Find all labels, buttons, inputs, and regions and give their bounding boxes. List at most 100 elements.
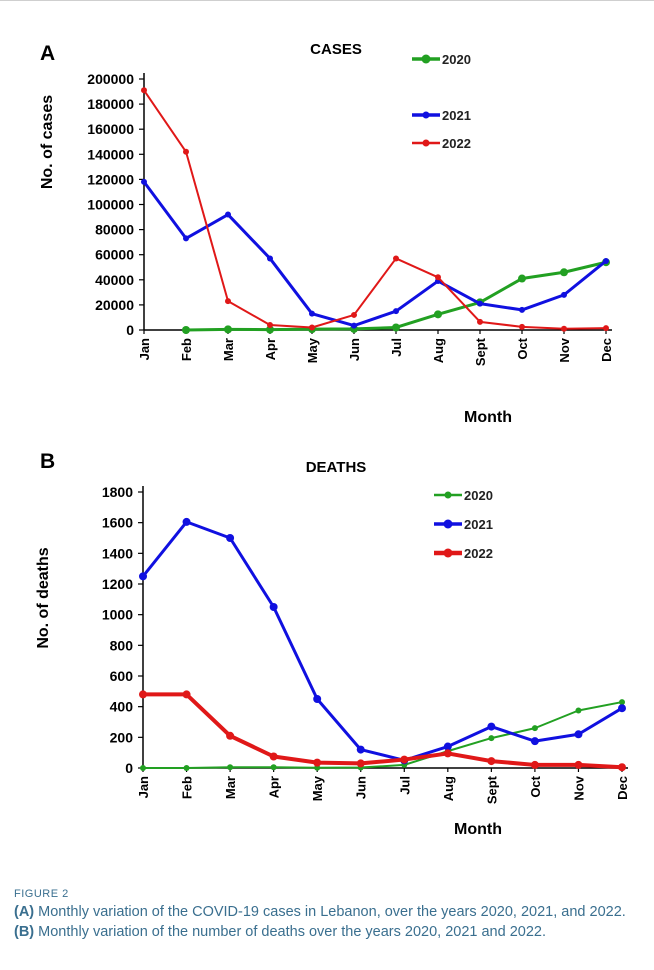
panel-letter: B <box>40 452 55 473</box>
chart-title: CASES <box>310 41 362 58</box>
x-tick-label: Dec <box>615 776 630 800</box>
data-point-2021 <box>141 178 147 185</box>
y-tick-label: 1800 <box>102 484 133 500</box>
y-tick-label: 1000 <box>102 607 133 623</box>
legend-marker-2022 <box>422 139 430 147</box>
series-line-2020 <box>143 701 623 769</box>
legend-marker-2020 <box>421 54 431 64</box>
x-tick-label: Mar <box>223 776 238 799</box>
data-point-2022 <box>182 690 191 699</box>
y-tick-label: 40000 <box>95 272 134 288</box>
chart-title: DEATHS <box>306 459 367 476</box>
x-tick-label: Oct <box>528 775 543 797</box>
deaths-chart: B DEATHS 0 200 400 600 800 1000 1200 1400 1600 1800… <box>35 452 630 838</box>
data-point-2020 <box>270 764 277 771</box>
data-point-2020 <box>182 326 190 334</box>
series-line-2022 <box>143 692 623 770</box>
data-point-2021 <box>519 306 525 313</box>
y-tick-label: 800 <box>110 637 134 653</box>
data-point-2020 <box>619 699 625 706</box>
data-point-2020 <box>392 323 400 332</box>
y-axis-title: No. of deaths <box>35 547 52 648</box>
y-tick-label: 400 <box>110 699 134 715</box>
legend-marker-2020 <box>444 491 452 499</box>
x-tick-label: May <box>310 775 325 801</box>
data-point-2022 <box>356 759 365 768</box>
data-point-2022 <box>351 311 357 318</box>
data-point-2022 <box>477 318 483 325</box>
y-tick-label: 200000 <box>87 71 134 87</box>
data-point-2021 <box>269 603 278 611</box>
data-point-2021 <box>477 300 483 307</box>
legend-label-2022: 2022 <box>464 546 493 561</box>
data-point-2020 <box>518 274 526 283</box>
data-point-2021 <box>139 572 147 581</box>
series-line-2022 <box>143 89 607 330</box>
caption-part-b-text: Monthly variation of the number of death… <box>34 924 547 940</box>
legend-label-2022: 2022 <box>442 136 471 151</box>
data-point-2020 <box>266 325 274 334</box>
y-axis-title: No. of cases <box>39 95 56 189</box>
top-divider <box>0 0 654 1</box>
y-tick-label: 1200 <box>102 576 133 592</box>
y-tick-label: 100000 <box>87 197 134 213</box>
data-point-2022 <box>141 87 147 94</box>
x-tick-label: Sept <box>484 775 499 804</box>
figure-caption: FIGURE 2 (A) Monthly variation of the CO… <box>14 888 640 942</box>
x-tick-label: Dec <box>599 338 614 362</box>
data-point-2020 <box>227 764 234 771</box>
cases-chart: A CASES 0 20000 40000 60000 80000 100000 120000 1… <box>39 41 614 426</box>
x-tick-label: Jan <box>136 776 151 798</box>
caption-part-b-tag: (B) <box>14 924 35 940</box>
series-line-2021 <box>142 181 607 328</box>
x-tick-label: Apr <box>267 776 282 798</box>
panel-letter: A <box>40 42 55 65</box>
x-tick-label: Sept <box>473 337 488 366</box>
data-point-2022 <box>269 752 278 761</box>
data-point-2021 <box>530 737 539 746</box>
data-point-2021 <box>443 742 452 751</box>
x-tick-label: Aug <box>441 776 456 801</box>
x-tick-label: Aug <box>431 338 446 363</box>
x-tick-label: Jun <box>354 776 369 799</box>
y-tick-label: 0 <box>125 760 133 776</box>
data-point-2021 <box>313 695 322 703</box>
x-tick-label: Jun <box>347 338 362 361</box>
data-point-2021 <box>618 704 626 713</box>
legend-marker-2021 <box>443 519 453 529</box>
y-tick-label: 120000 <box>87 171 134 187</box>
x-tick-label: Nov <box>557 337 572 362</box>
data-point-2021 <box>603 257 609 264</box>
y-tick-label: 180000 <box>87 96 134 112</box>
legend-label-2020: 2020 <box>442 52 471 67</box>
y-tick-label: 1400 <box>102 545 133 561</box>
y-tick-label: 0 <box>126 322 134 338</box>
x-tick-label: Jul <box>397 776 412 795</box>
data-point-2022 <box>435 274 441 281</box>
y-tick-label: 600 <box>110 668 134 684</box>
legend-label-2021: 2021 <box>442 108 471 123</box>
data-point-2021 <box>393 308 399 315</box>
x-tick-label: Feb <box>179 338 194 361</box>
data-point-2022 <box>618 763 626 772</box>
data-point-2022 <box>313 758 322 767</box>
data-point-2021 <box>309 310 315 317</box>
y-tick-label: 1600 <box>102 515 133 531</box>
data-point-2022 <box>267 321 273 328</box>
data-point-2022 <box>183 148 189 155</box>
data-point-2021 <box>574 730 583 739</box>
y-tick-label: 140000 <box>87 146 134 162</box>
data-point-2020 <box>531 725 538 732</box>
legend-marker-2022 <box>443 548 453 558</box>
caption-part-a-text: Monthly variation of the COVID-19 cases … <box>34 904 626 920</box>
data-point-2021 <box>267 255 273 262</box>
data-point-2022 <box>309 324 315 331</box>
caption-text: (A) Monthly variation of the COVID-19 ca… <box>14 902 640 942</box>
legend-label-2020: 2020 <box>464 488 493 503</box>
data-point-2020 <box>434 310 442 319</box>
data-point-2022 <box>139 690 147 699</box>
data-point-2021 <box>226 534 235 542</box>
x-tick-label: Oct <box>515 337 530 359</box>
y-tick-label: 60000 <box>95 247 134 263</box>
data-point-2021 <box>351 322 357 329</box>
